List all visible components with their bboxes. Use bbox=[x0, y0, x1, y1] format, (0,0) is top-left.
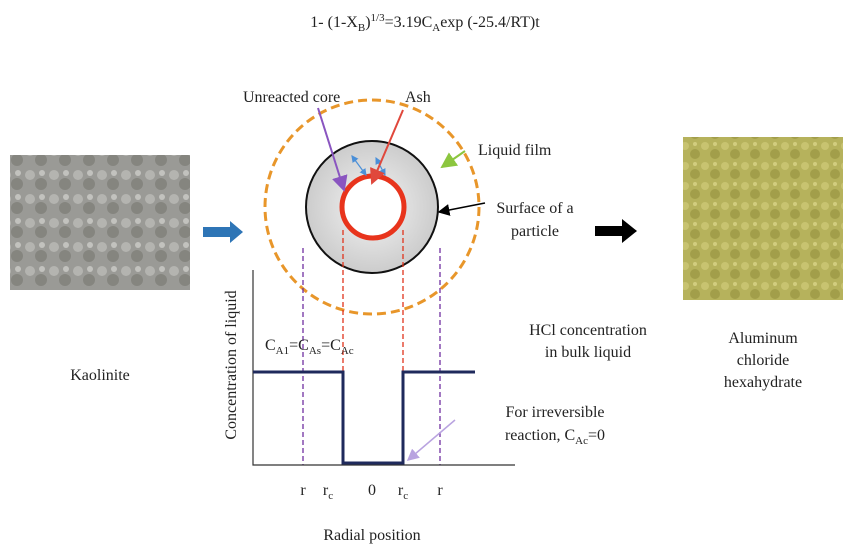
label: Unreacted core bbox=[243, 89, 340, 106]
sub: A1 bbox=[276, 345, 289, 357]
tick-part: 0 bbox=[368, 482, 376, 499]
output-label: hexahydrate bbox=[724, 374, 802, 391]
output-label: Aluminum bbox=[728, 330, 798, 347]
equality: CA1=CAs=CAc bbox=[265, 337, 354, 357]
output-arrow bbox=[595, 219, 637, 243]
tick-sub: c bbox=[403, 490, 408, 502]
part: =C bbox=[289, 337, 309, 354]
x-axis-label: Radial position bbox=[323, 527, 420, 544]
label: Surface of a bbox=[496, 200, 573, 217]
y-axis-label: Concentration of liquid bbox=[223, 290, 240, 439]
part: C bbox=[265, 337, 276, 354]
eq-part: 1- (1-X bbox=[310, 14, 358, 31]
eq-sub: A bbox=[432, 22, 440, 34]
kaolinite-image bbox=[10, 155, 190, 290]
part: =0 bbox=[588, 427, 605, 444]
label: Liquid film bbox=[478, 142, 552, 159]
sub: Ac bbox=[341, 345, 354, 357]
tick-part: r bbox=[437, 482, 443, 499]
eq-part: =3.19C bbox=[385, 14, 433, 31]
profile-line bbox=[253, 372, 475, 463]
eq-part: exp (-25.4/RT)t bbox=[440, 14, 540, 31]
eq-sub: B bbox=[358, 22, 365, 34]
note: For irreversible bbox=[505, 404, 604, 421]
output-label: chloride bbox=[737, 352, 789, 369]
bulk-label: in bulk liquid bbox=[545, 344, 631, 361]
pointer bbox=[408, 420, 455, 460]
tick-label: r bbox=[300, 482, 306, 499]
bulk-label: HCl concentration bbox=[529, 322, 647, 339]
pointer bbox=[442, 151, 465, 167]
tick-label: r bbox=[437, 482, 443, 499]
label: Ash bbox=[405, 89, 431, 106]
note: reaction, CAc=0 bbox=[505, 427, 605, 447]
product-image bbox=[683, 137, 843, 300]
axes bbox=[253, 270, 515, 465]
tick-label: 0 bbox=[368, 482, 376, 499]
sub: Ac bbox=[575, 435, 588, 447]
tick-part: r bbox=[300, 482, 306, 499]
eq-sup: 1/3 bbox=[371, 12, 386, 24]
input-arrow bbox=[203, 221, 243, 243]
tick-label: rc bbox=[398, 482, 408, 502]
part: reaction, C bbox=[505, 427, 575, 444]
part: =C bbox=[321, 337, 341, 354]
sub: As bbox=[309, 345, 321, 357]
diagram: 1- (1-XB)1/3=3.19CAexp (-25.4/RT)t Kaoli… bbox=[0, 0, 850, 552]
equation: 1- (1-XB)1/3=3.19CAexp (-25.4/RT)t bbox=[310, 12, 540, 34]
unreacted-core bbox=[342, 176, 404, 238]
input-label: Kaolinite bbox=[70, 367, 130, 384]
tick-sub: c bbox=[328, 490, 333, 502]
page: {"equation": {"parts": ["1- (1-X", "B", … bbox=[0, 0, 850, 552]
label: particle bbox=[511, 223, 559, 240]
tick-label: rc bbox=[323, 482, 333, 502]
